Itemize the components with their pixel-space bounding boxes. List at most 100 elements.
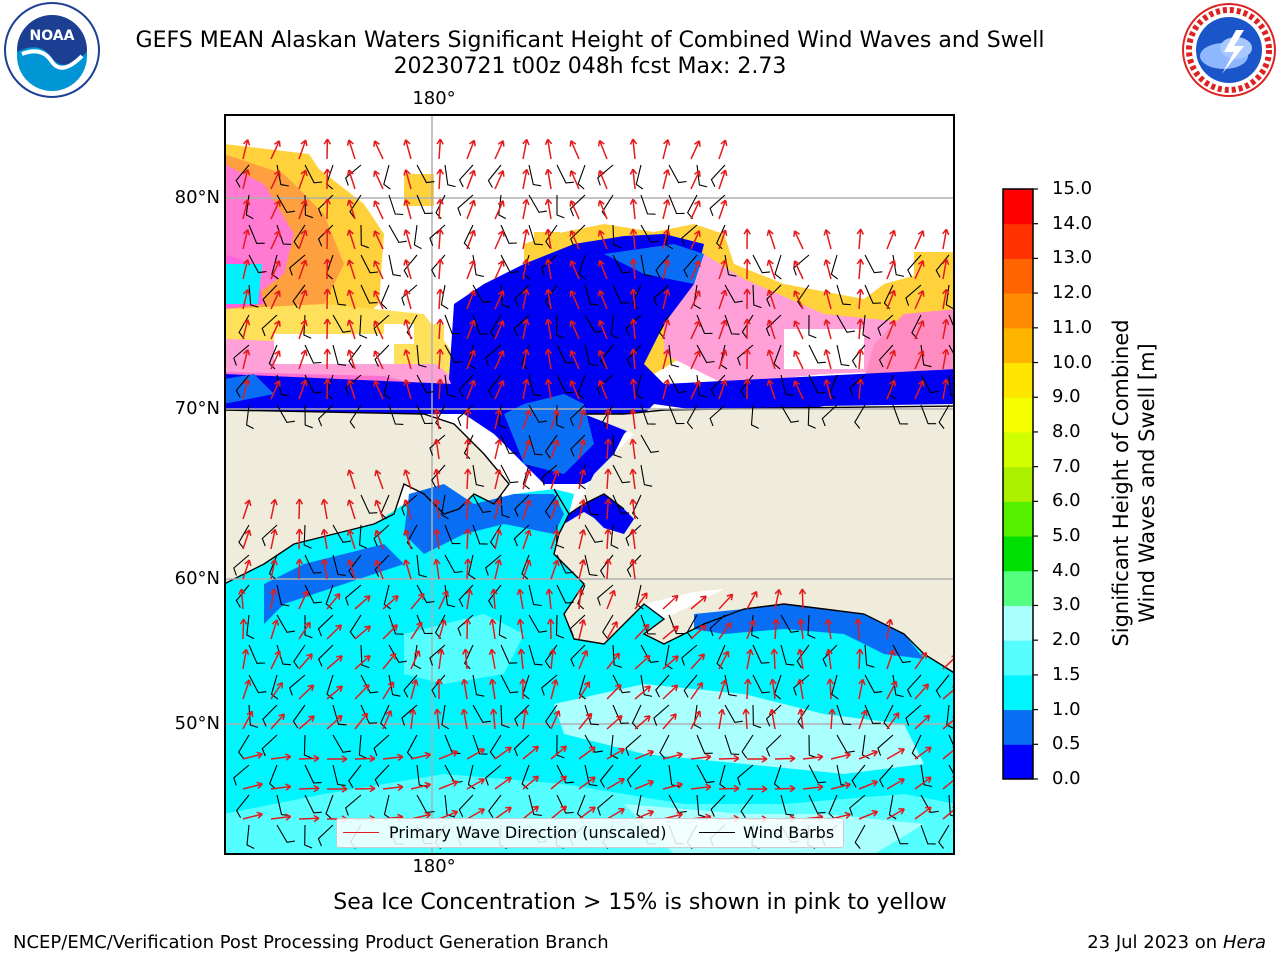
wind-barb — [270, 674, 279, 700]
wind-barb — [640, 434, 659, 453]
wind-barb — [304, 374, 323, 394]
wind-barb — [332, 524, 351, 543]
wind-barb — [686, 194, 698, 220]
wave-direction-arrow — [606, 652, 621, 670]
wind-barb — [631, 704, 642, 730]
wave-direction-arrow — [326, 624, 343, 640]
wind-barb — [555, 614, 565, 639]
wave-direction-arrow — [544, 288, 553, 310]
wave-direction-arrow — [270, 713, 286, 730]
wave-direction-arrow — [550, 469, 560, 490]
wind-barb — [246, 824, 255, 849]
wave-direction-arrow — [823, 379, 832, 400]
wave-direction-arrow — [914, 806, 932, 820]
wave-direction-arrow — [578, 806, 596, 820]
wave-direction-arrow — [354, 712, 369, 730]
wind-barb — [808, 794, 826, 814]
wave-direction-arrow — [662, 319, 671, 340]
wave-direction-arrow — [298, 229, 308, 250]
wave-direction-arrow — [886, 319, 897, 340]
wind-barb — [741, 314, 754, 339]
wave-direction-arrow — [298, 715, 315, 730]
wave-direction-arrow — [578, 649, 589, 670]
wave-direction-arrow — [494, 776, 512, 790]
wave-direction-arrow — [436, 288, 444, 310]
wind-barb — [632, 284, 642, 310]
wave-direction-arrow — [856, 258, 865, 280]
wave-direction-arrow — [270, 558, 278, 580]
wave-direction-arrow — [403, 319, 412, 340]
wind-barb — [640, 644, 659, 663]
wave-direction-arrow — [522, 318, 530, 340]
wind-barb — [612, 704, 630, 724]
wave-direction-arrow — [494, 498, 503, 520]
wave-direction-arrow — [718, 679, 728, 700]
wave-direction-arrow — [662, 625, 680, 640]
wind-barb — [413, 224, 422, 250]
wind-barb — [304, 824, 313, 849]
wave-direction-arrow — [466, 808, 486, 820]
chart-subtitle: 20230721 t00z 048h fcst Max: 2.73 — [393, 54, 787, 79]
colorbar-tick-label: 11.0 — [1052, 316, 1093, 338]
wave-direction-arrow — [403, 379, 412, 400]
wave-direction-arrow — [747, 785, 768, 793]
wind-barb — [528, 644, 543, 666]
wave-direction-arrow — [466, 289, 476, 310]
colorbar-tick-label: 7.0 — [1052, 455, 1081, 477]
wind-barb — [416, 404, 433, 425]
wave-direction-arrow — [522, 409, 532, 430]
wind-barb — [246, 404, 254, 430]
wind-barb — [948, 314, 954, 329]
wave-direction-arrow — [382, 624, 398, 640]
wind-barb — [626, 554, 642, 578]
wave-direction-arrow — [774, 754, 796, 763]
wind-barb — [740, 794, 754, 819]
wave-direction-arrow — [354, 683, 370, 700]
wave-direction-arrow — [346, 529, 356, 550]
wave-direction-arrow — [522, 228, 530, 250]
wave-direction-arrow — [823, 259, 832, 280]
wave-direction-arrow — [346, 499, 356, 520]
wind-barb — [602, 614, 614, 639]
wave-direction-arrow — [323, 198, 332, 220]
map-frame — [224, 114, 955, 855]
wind-barb — [271, 254, 279, 280]
wind-barb — [741, 734, 754, 759]
wind-barb — [528, 194, 547, 213]
wind-barb — [948, 764, 954, 776]
wave-direction-arrow — [489, 678, 497, 700]
wave-direction-arrow — [373, 230, 384, 250]
wind-barb — [544, 284, 558, 309]
wind-barb — [864, 704, 881, 724]
wave-direction-arrow — [690, 290, 701, 310]
wind-barb — [584, 344, 598, 367]
wind-barb — [500, 434, 518, 454]
wave-direction-arrow — [494, 380, 505, 400]
wind-barb — [444, 164, 456, 188]
wave-direction-arrow — [516, 618, 525, 640]
wave-direction-arrow — [578, 409, 587, 430]
wave-direction-arrow — [578, 681, 591, 700]
wind-barb — [458, 584, 474, 608]
wind-barb — [793, 674, 810, 696]
wave-direction-arrow — [403, 469, 412, 490]
wave-direction-arrow — [544, 168, 553, 190]
wind-barb — [740, 374, 754, 398]
wave-direction-arrow — [634, 779, 655, 790]
wave-direction-arrow — [238, 588, 246, 610]
wind-barb — [693, 704, 702, 730]
wave-direction-arrow — [604, 498, 612, 520]
wave-direction-arrow — [550, 710, 561, 730]
wave-direction-arrow — [464, 408, 472, 430]
wave-direction-arrow — [886, 712, 900, 730]
wind-barb — [597, 164, 614, 186]
footer-date-text: 23 Jul 2023 on — [1087, 932, 1223, 953]
wave-direction-arrow — [494, 320, 505, 340]
wave-direction-arrow — [403, 499, 412, 520]
wind-barb — [541, 674, 558, 696]
wave-direction-arrow — [544, 228, 553, 250]
wave-direction-arrow — [606, 808, 625, 820]
wave-direction-arrow — [690, 260, 701, 280]
colorbar-tick-label: 0.5 — [1052, 733, 1081, 755]
wind-barb — [276, 584, 290, 607]
